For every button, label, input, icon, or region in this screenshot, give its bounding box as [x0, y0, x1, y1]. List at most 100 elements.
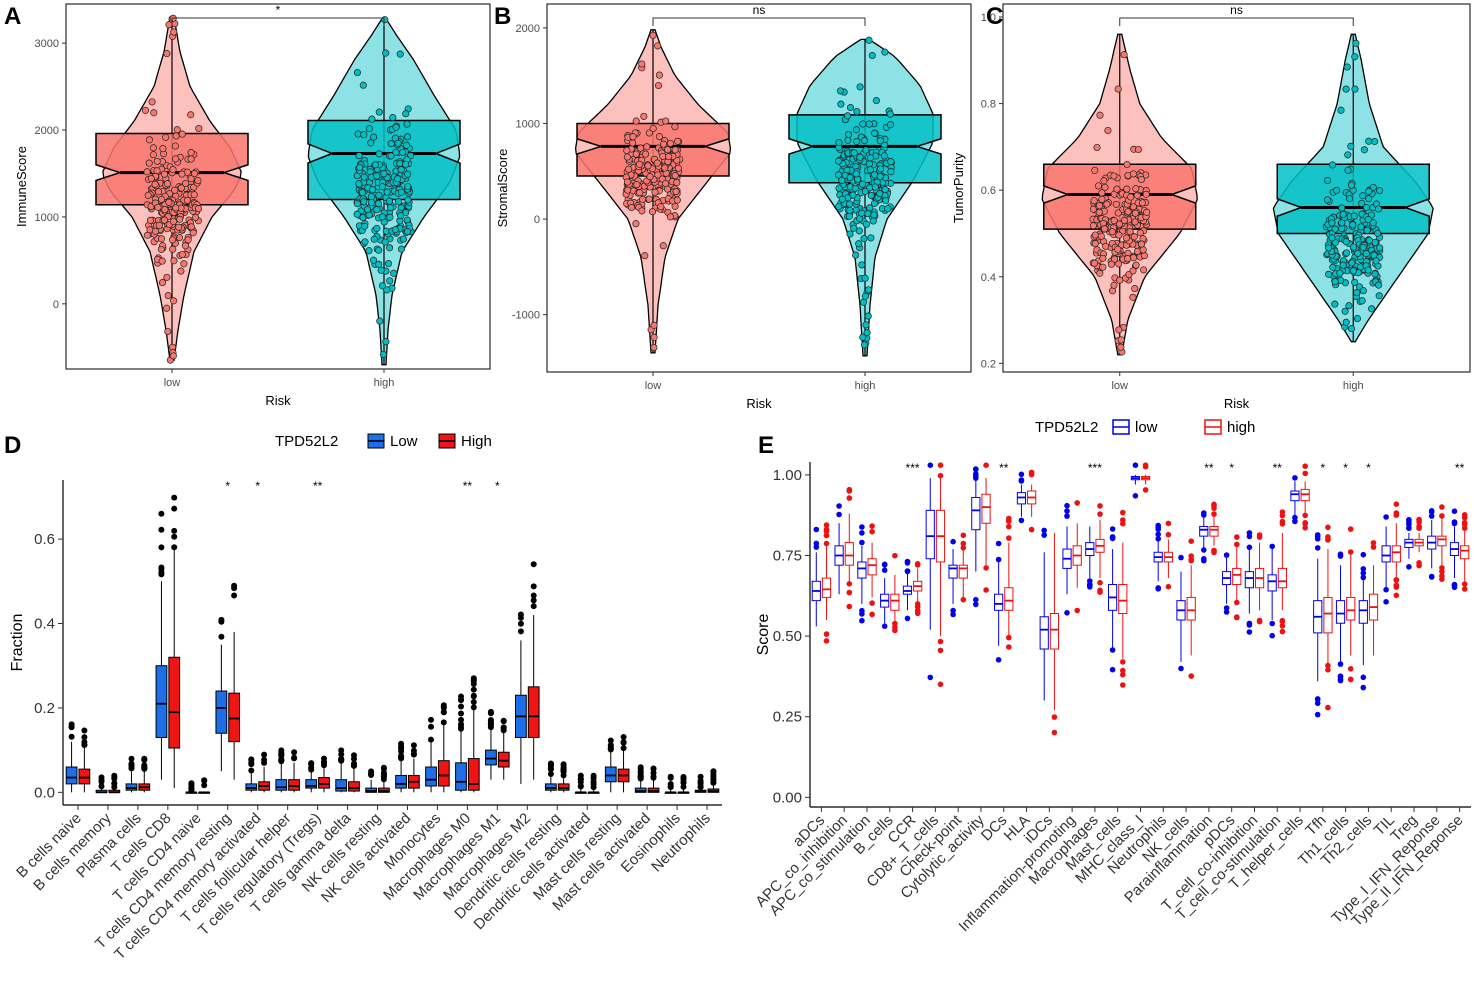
data-point-low: [648, 208, 657, 216]
data-point-high: [1345, 302, 1353, 310]
data-point-low: [190, 170, 199, 178]
outlier-point: [973, 601, 979, 608]
outlier-point: [1097, 579, 1103, 586]
outlier-point: [697, 780, 704, 787]
data-point-high: [373, 224, 381, 232]
outlier-point: [836, 503, 842, 509]
outlier-point: [1325, 534, 1331, 540]
y-tick-label: 0.2: [981, 358, 996, 370]
data-point-low: [178, 250, 186, 259]
outlier-point: [1256, 532, 1263, 538]
data-point-high: [396, 159, 404, 168]
outlier-point: [1360, 570, 1367, 576]
outlier-point: [710, 768, 717, 775]
data-point-low: [1142, 190, 1150, 198]
significance-label: *: [276, 3, 281, 17]
data-point-low: [655, 133, 663, 141]
box-high: [307, 119, 461, 201]
outlier-point: [1393, 592, 1400, 599]
outlier-point: [1109, 647, 1116, 653]
outlier-point: [1178, 554, 1184, 561]
box-high: [821, 577, 832, 598]
data-point-high: [360, 198, 368, 206]
data-point-low: [1129, 254, 1138, 262]
outlier-point: [560, 761, 567, 768]
data-point-low: [165, 198, 173, 206]
data-point-high: [846, 174, 854, 182]
outlier-point: [188, 786, 195, 793]
data-point-low: [661, 179, 670, 188]
box-Low: [245, 783, 258, 791]
outlier-point: [1097, 503, 1103, 509]
outlier-point: [1439, 513, 1445, 519]
data-point-low: [151, 227, 160, 235]
data-point-high: [867, 234, 875, 242]
box-low: [857, 561, 867, 579]
y-axis-title: Score: [755, 614, 772, 656]
data-point-high: [1364, 215, 1372, 224]
box-high: [1276, 163, 1430, 235]
outlier-point: [458, 710, 464, 717]
data-point-low: [1120, 51, 1128, 59]
data-point-low: [1117, 336, 1125, 344]
outlier-point: [530, 561, 537, 568]
data-point-high: [355, 180, 363, 188]
x-tick-label: low: [164, 377, 181, 389]
data-point-low: [1115, 231, 1123, 239]
data-point-high: [367, 193, 375, 201]
data-point-high: [872, 97, 880, 105]
data-point-low: [1124, 208, 1132, 216]
outlier-point: [1211, 511, 1217, 517]
outlier-point: [1120, 509, 1126, 516]
data-point-low: [1132, 261, 1140, 269]
outlier-point: [351, 762, 357, 769]
data-point-high: [876, 172, 884, 181]
data-point-high: [373, 206, 381, 214]
data-point-high: [1359, 287, 1367, 295]
outlier-point: [1383, 586, 1389, 593]
data-point-high: [1362, 250, 1370, 258]
outlier-point: [577, 779, 584, 785]
outlier-point: [111, 780, 118, 787]
data-point-high: [865, 36, 873, 44]
outlier-point: [530, 597, 537, 604]
data-point-high: [862, 220, 870, 228]
outlier-point: [1370, 540, 1377, 546]
data-point-high: [1369, 219, 1377, 227]
data-point-high: [856, 83, 864, 91]
data-point-low: [172, 155, 180, 163]
outlier-point: [1314, 711, 1321, 718]
box-low: [925, 509, 935, 560]
outlier-point: [1416, 560, 1422, 566]
data-point-low: [674, 137, 682, 145]
data-point-high: [1365, 195, 1373, 203]
data-point-low: [170, 28, 178, 36]
data-point-low: [1091, 166, 1099, 174]
data-point-high: [1376, 187, 1384, 195]
significance-label: **: [313, 479, 323, 493]
outlier-point: [1314, 532, 1321, 538]
outlier-point: [547, 761, 554, 768]
data-point-high: [374, 200, 383, 208]
data-point-high: [371, 161, 379, 169]
data-point-low: [629, 133, 637, 141]
data-point-high: [389, 113, 397, 122]
box-high: [958, 564, 968, 579]
y-tick-label: 0.8: [981, 99, 996, 111]
data-point-high: [383, 188, 391, 196]
y-tick-label: 1.00: [773, 467, 802, 484]
y-tick-label: 0.25: [773, 709, 802, 726]
outlier-point: [680, 783, 687, 790]
outlier-point: [351, 755, 357, 762]
outlier-point: [1269, 632, 1275, 639]
outlier-point: [547, 771, 554, 777]
data-point-high: [846, 230, 854, 238]
data-point-low: [1129, 170, 1138, 178]
significance-label: ns: [753, 3, 766, 17]
outlier-point: [1028, 471, 1035, 478]
data-point-low: [169, 352, 177, 360]
outlier-point: [1097, 587, 1103, 594]
data-point-high: [1354, 249, 1362, 257]
box-High: [78, 768, 91, 785]
box-high: [1323, 596, 1333, 634]
